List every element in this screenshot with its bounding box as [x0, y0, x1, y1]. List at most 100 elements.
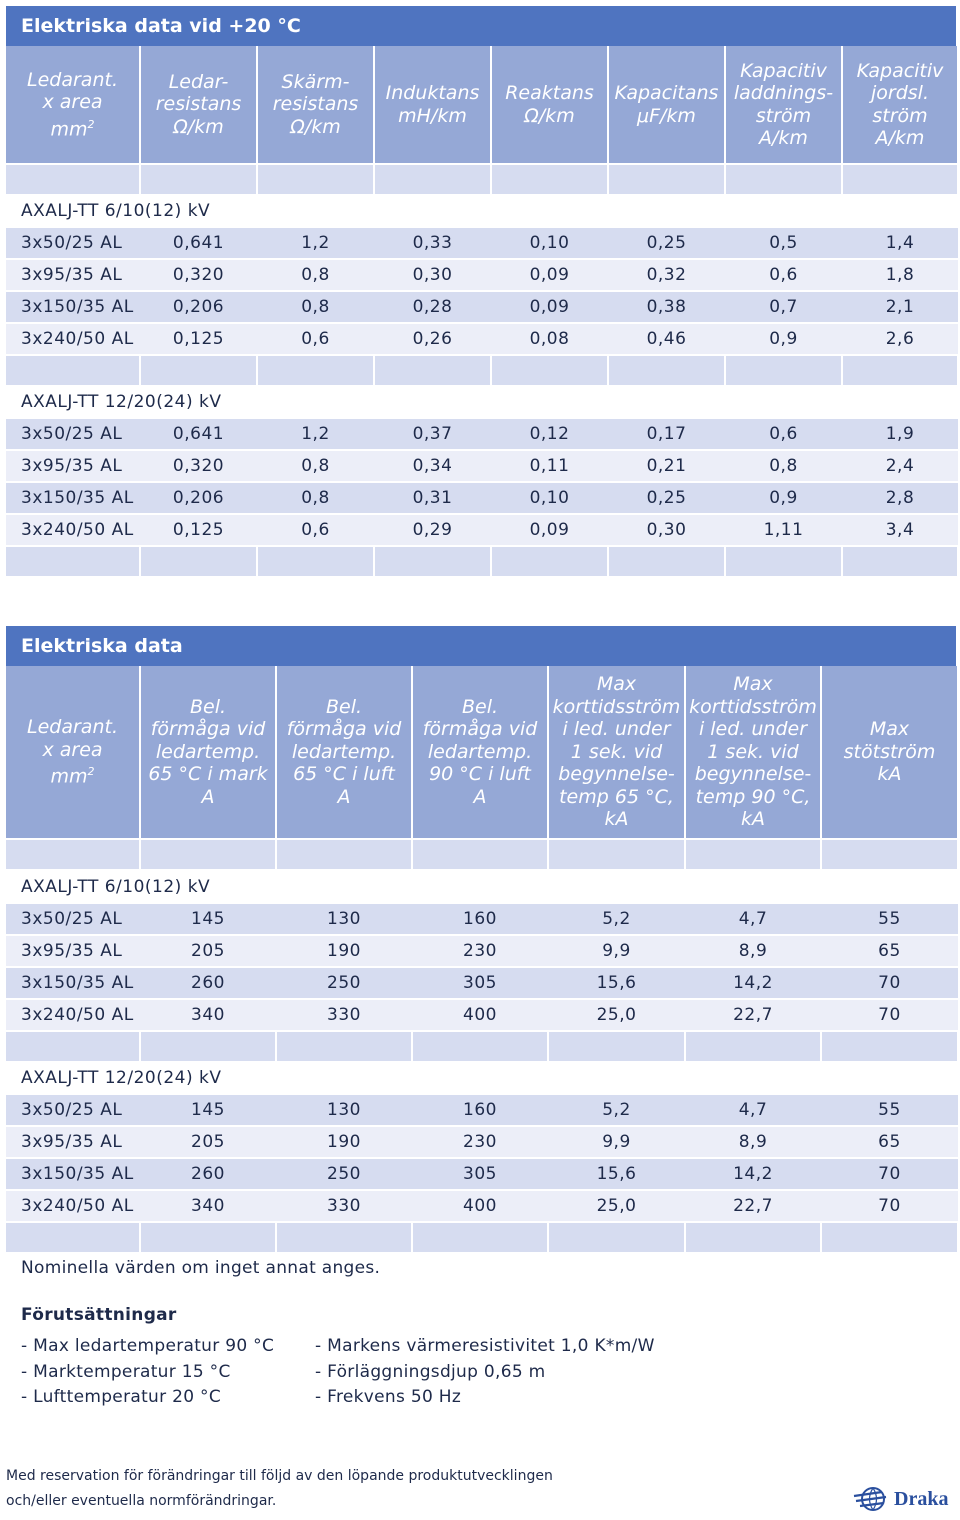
group-label: AXALJ-TT 6/10(12) kV [21, 877, 211, 897]
column-header-label: Ledar- resistans Ω/km [155, 70, 242, 138]
table-cell: 2,1 [885, 297, 915, 317]
table-cell: 330 [327, 1196, 361, 1216]
table-cell: 70 [878, 973, 901, 993]
table-cell: 70 [878, 1005, 901, 1025]
spacer-cell [549, 1223, 684, 1252]
table-cell: 145 [191, 1100, 225, 1120]
column-header: Ledarant. x area mm2 [6, 46, 139, 163]
table-row: 3x95/35 AL 205 190 230 9,9 8,9 65 [6, 1127, 958, 1157]
table-cell: 0,09 [529, 265, 570, 285]
table-cell: 9,9 [602, 941, 631, 961]
row-label: 3x150/35 AL [21, 973, 134, 993]
column-header-label: Max stötström kA [843, 718, 936, 786]
footer-line: Med reservation för förändringar till fö… [6, 1468, 553, 1484]
spacer-cell [843, 356, 957, 385]
spacer-cell [258, 356, 373, 385]
spacer-cell [141, 356, 256, 385]
table-cell: 1,2 [301, 424, 330, 444]
column-header-text: Skärm- resistans Ω/km [273, 71, 359, 139]
table-cell: 305 [463, 1164, 497, 1184]
table-row: 3x95/35 AL 0,320 0,8 0,34 0,11 0,21 0,8 2,4 [6, 451, 958, 481]
spacer-cell [726, 547, 841, 576]
spacer-cell [141, 547, 256, 576]
table-cell: 22,7 [733, 1196, 773, 1216]
spacer-cell [413, 1032, 547, 1061]
spacer-cell [375, 547, 490, 576]
spacer-cell [726, 165, 841, 194]
table-cell: 0,125 [172, 520, 225, 540]
table-cell: 15,6 [596, 1164, 637, 1184]
table-row: 3x50/25 AL 0,641 1,2 0,33 0,10 0,25 0,5 1,4 [6, 228, 958, 258]
spacer-cell [413, 1223, 547, 1252]
table-cell: 0,6 [301, 520, 330, 540]
column-header-label: Bel. förmåga vid ledartemp. 65 °C i mark… [148, 695, 268, 808]
column-header-text: Max korttidsström i led. under 1 sek. vi… [553, 673, 681, 831]
column-header-text: Max stötström kA [844, 718, 936, 786]
table-cell: 0,28 [412, 297, 453, 317]
condition-item: - Max ledartemperatur 90 °C [21, 1336, 275, 1356]
footer-line: och/eller eventuella normförändringar. [6, 1493, 277, 1509]
table-cell: 0,9 [769, 488, 798, 508]
spacer-cell [549, 1032, 684, 1061]
spacer-cell [277, 1032, 411, 1061]
table-cell: 260 [191, 973, 225, 993]
nominal-note: Nominella värden om inget annat anges. [21, 1258, 381, 1278]
table-cell: 305 [463, 973, 497, 993]
column-header: Skärm- resistans Ω/km [258, 46, 373, 163]
spacer-cell [141, 165, 256, 194]
table-row: 3x50/25 AL 145 130 160 5,2 4,7 55 [6, 1095, 958, 1125]
table-cell: 0,26 [412, 329, 453, 349]
table-cell: 130 [327, 909, 361, 929]
table-cell: 0,10 [529, 233, 570, 253]
column-header: Kapacitans μF/km [609, 46, 724, 163]
column-header-label: Induktans mH/km [385, 82, 480, 127]
spacer-cell [609, 165, 724, 194]
condition-item: - Markens värmeresistivitet 1,0 K*m/W [315, 1336, 655, 1356]
spacer-cell [822, 840, 957, 869]
table-cell: 1,2 [301, 233, 330, 253]
table-cell: 190 [327, 1132, 361, 1152]
table-cell: 14,2 [733, 973, 773, 993]
spacer-cell [258, 165, 373, 194]
spacer-cell [492, 547, 607, 576]
table-cell: 0,29 [412, 520, 453, 540]
table-row: 3x150/35 AL 260 250 305 15,6 14,2 70 [6, 1159, 958, 1189]
spacer-cell [413, 840, 547, 869]
table-cell: 65 [878, 941, 901, 961]
globe-icon [852, 1486, 890, 1512]
table-cell: 205 [191, 1132, 225, 1152]
table-row: 3x240/50 AL 340 330 400 25,0 22,7 70 [6, 1000, 958, 1030]
column-header: Kapacitiv laddnings- ström A/km [726, 46, 841, 163]
spacer-cell [686, 840, 820, 869]
spacer-cell [843, 547, 957, 576]
column-header: Bel. förmåga vid ledartemp. 65 °C i luft… [277, 666, 411, 838]
table-cell: 0,46 [646, 329, 687, 349]
spacer-cell [141, 840, 275, 869]
table-row: 3x150/35 AL 260 250 305 15,6 14,2 70 [6, 968, 958, 998]
table-cell: 25,0 [596, 1005, 637, 1025]
row-label: 3x95/35 AL [21, 265, 123, 285]
row-label: 3x50/25 AL [21, 1100, 123, 1120]
table-cell: 330 [327, 1005, 361, 1025]
table-cell: 190 [327, 941, 361, 961]
table-cell: 0,8 [301, 456, 330, 476]
table-cell: 160 [463, 909, 497, 929]
column-header: Reaktans Ω/km [492, 46, 607, 163]
spacer-cell [375, 165, 490, 194]
table-cell: 2,6 [885, 329, 915, 349]
table-cell: 70 [878, 1196, 901, 1216]
table-cell: 0,206 [172, 297, 225, 317]
condition-item: - Marktemperatur 15 °C [21, 1361, 231, 1382]
row-label: 3x50/25 AL [21, 909, 123, 929]
table-cell: 160 [463, 1100, 497, 1120]
table-cell: 0,38 [646, 297, 687, 317]
table-cell: 250 [327, 1164, 361, 1184]
row-label: 3x240/50 AL [21, 520, 134, 540]
table-cell: 1,11 [763, 520, 804, 540]
table-cell: 0,6 [769, 265, 798, 285]
table-cell: 14,2 [733, 1164, 773, 1184]
column-header-text: Kapacitans μF/km [615, 82, 719, 127]
table-cell: 8,9 [738, 941, 768, 961]
table-cell: 400 [463, 1005, 497, 1025]
table-cell: 0,641 [172, 233, 225, 253]
